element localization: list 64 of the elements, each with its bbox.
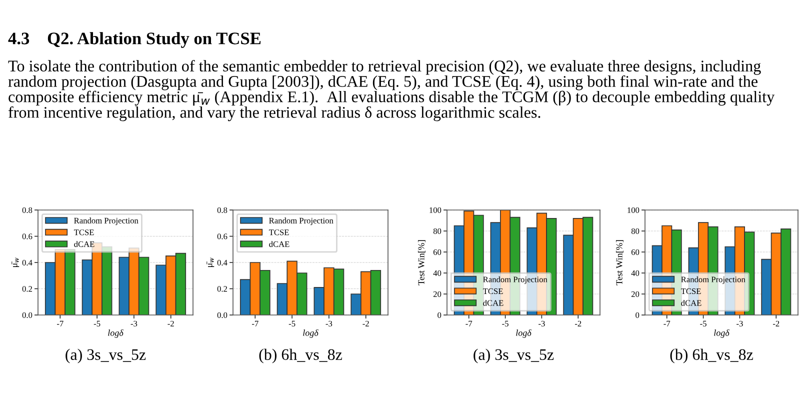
y-tick-label: 0.8: [22, 207, 32, 214]
x-tick-label: -3: [736, 320, 743, 326]
y-tick-label: 0.4: [217, 260, 228, 266]
x-tick-label: -5: [502, 320, 508, 326]
y-tick-label: 60: [631, 249, 640, 255]
x-tick-label: -2: [574, 320, 582, 326]
x-tick-label: -7: [466, 320, 472, 326]
legend-label: TCSE: [680, 288, 701, 294]
y-tick-label: 0.2: [217, 286, 227, 292]
x-tick-label: -7: [56, 320, 64, 326]
legend-label: dCAE: [483, 300, 504, 306]
x-tick-label: -2: [362, 320, 369, 326]
y-tick-label: 0.6: [22, 234, 32, 240]
text: To isolate the contribution of the semantic embedder to retrieval precision (Q2), we evaluate three designs, including random projection (Dasgupta and Gupta [2003]), dCAE (Eq. 5), and TCSE (Eq. 4), using both final win-rate and the composite efficiency metric μ̄$_{w}$ (Appendix E.1). All evaluations disable the TCGM (β) to decouple embedding quality from incentive regulation, and vary the retrieval radius δ across logarithmic scales.: [8, 60, 775, 122]
x-tick-label: -2: [772, 320, 780, 326]
y-tick-label: 60: [433, 249, 442, 255]
text: (a) 3s_vs_5z: [474, 348, 554, 364]
legend-label: dCAE: [681, 300, 702, 306]
x-tick-label: -5: [94, 320, 100, 326]
x-axis-title: logδ: [714, 330, 730, 338]
x-axis-title: logδ: [516, 330, 532, 338]
legend-label: Random Projection: [483, 276, 548, 284]
legend-label: TCSE: [74, 230, 94, 236]
x-tick-label: -5: [288, 320, 296, 326]
x-tick-label: -2: [168, 320, 174, 326]
y-tick-label: 20: [433, 291, 442, 297]
legend-label: Random Projection: [74, 218, 138, 226]
legend-label: dCAE: [269, 241, 290, 247]
x-tick-label: -3: [538, 320, 545, 326]
y-tick-label: 0.8: [217, 207, 228, 214]
x-axis-title: logδ: [303, 330, 318, 338]
x-tick-label: -7: [664, 320, 670, 326]
y-axis-title: μ̄$_{w}$: [206, 258, 214, 267]
y-tick-label: 100: [430, 207, 442, 213]
y-tick-label: 0: [438, 312, 442, 318]
legend-label: dCAE: [74, 241, 94, 247]
x-tick-label: -3: [326, 320, 332, 326]
x-tick-label: -3: [130, 320, 138, 326]
y-tick-label: 40: [433, 270, 442, 276]
y-tick-label: 100: [628, 207, 640, 213]
y-tick-label: 0.0: [217, 312, 228, 318]
text: (b) 6h_vs_8z: [259, 348, 342, 364]
y-axis-title: μ̄$_{w}$: [12, 258, 20, 267]
y-tick-label: 0: [636, 312, 640, 318]
x-tick-label: -7: [252, 320, 258, 326]
x-tick-label: -5: [700, 320, 706, 326]
y-tick-label: 20: [631, 291, 640, 297]
y-tick-label: 40: [631, 270, 640, 276]
legend-label: Random Projection: [269, 218, 334, 226]
text: (a) 3s_vs_5z: [66, 348, 146, 364]
legend-label: TCSE: [268, 230, 289, 236]
legend-label: TCSE: [482, 288, 503, 294]
legend-label: Random Projection: [681, 276, 746, 284]
chart-title: 4.3 Q2. Ablation Study on TCSE: [8, 32, 261, 48]
text: (b) 6h_vs_8z: [670, 348, 753, 364]
y-axis-title: Test Win[%]: [418, 240, 426, 286]
y-tick-label: 0.2: [22, 286, 32, 292]
y-tick-label: 80: [631, 228, 640, 234]
y-tick-label: 80: [433, 228, 442, 234]
y-tick-label: 0.0: [22, 312, 32, 318]
x-axis-title: logδ: [108, 330, 124, 338]
y-tick-label: 0.4: [22, 260, 32, 266]
y-axis-title: Test Win[%]: [616, 240, 624, 286]
y-tick-label: 0.6: [217, 234, 228, 240]
